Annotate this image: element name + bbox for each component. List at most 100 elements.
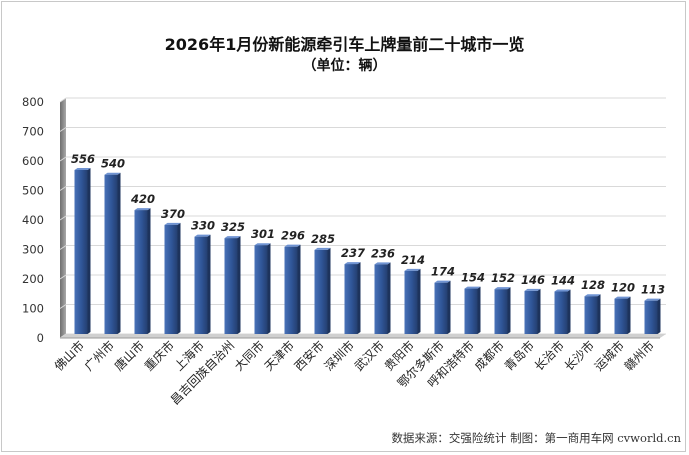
bar [194,234,211,334]
bar-front [344,264,358,334]
x-tick-label: 武汉市 [351,338,387,374]
bar [224,236,241,334]
bar-front [224,238,238,334]
bar-top [74,167,91,170]
bar-side [117,172,121,334]
bar-value-label: 146 [521,273,545,287]
bar-side [327,247,331,334]
bar-side [627,296,631,334]
y-tick-label: 700 [22,125,44,139]
gridline-depth [59,156,67,162]
bar-front [404,270,418,334]
bar-top [524,288,541,291]
bar [374,262,391,334]
bar-front [614,298,628,334]
bar-side [447,280,451,334]
bar-side [147,208,151,334]
gridline-depth [59,97,67,103]
bar [74,167,91,334]
bar-value-label: 236 [371,246,395,260]
bar-top [224,236,241,239]
bar-side [237,236,241,334]
bar-side [357,262,361,334]
y-tick-label: 600 [22,154,44,168]
gridline-depth [59,215,67,221]
axis-layer: 0 100 200 300 400 500 600 700 800 [22,95,44,345]
x-tick-label: 青岛市 [501,338,537,374]
bar [494,287,511,334]
bar-side [567,289,571,334]
bar-front [464,288,478,334]
bar [524,288,541,334]
bar [284,244,301,334]
bar-side [267,243,271,334]
bar-top [434,280,451,283]
bar-value-label: 370 [161,207,185,221]
bar-value-label: 285 [311,232,335,246]
bar-value-label: 113 [641,283,665,297]
bar-top [164,222,181,225]
x-tick-label: 佛山市 [51,338,87,374]
bar [254,243,271,334]
gridline-depth [59,304,67,309]
bar-value-label: 214 [401,253,425,267]
bar [134,208,151,334]
bar-front [524,290,538,334]
bar-side [417,268,421,334]
bar-front [494,289,508,334]
bar [404,268,421,334]
gridline-depth [59,186,67,191]
bar-side [477,286,481,334]
bar-front [164,224,178,334]
bar [464,286,481,334]
bar [314,247,331,334]
bar-front [284,246,298,334]
bar-top [194,234,211,237]
bar-front [554,291,568,334]
y-tick-label: 200 [22,272,44,286]
bar-top [344,262,361,265]
bar-front [644,300,658,334]
chart-subtitle: （单位：辆） [302,58,387,74]
bar [434,280,451,334]
bar-value-label: 237 [341,246,365,260]
y-tick-label: 0 [37,331,44,345]
bar-side [177,222,181,334]
x-tick-label: 西安市 [291,338,327,374]
bar-side [537,288,541,334]
gridline-depth [59,127,67,132]
bar-top [284,244,301,247]
x-tick-label: 长治市 [531,338,567,374]
gridline-depth [59,274,67,280]
chart-title: 2026年1月份新能源牵引车上牌量前二十城市一览 [164,35,525,54]
bar-top [374,262,391,265]
gridline-depth [59,245,67,250]
bar-side [207,234,211,334]
bar-top [584,294,601,297]
bar-top [404,268,421,271]
bar-front [314,249,328,334]
x-tick-label: 天津市 [261,338,297,374]
bar-value-label: 154 [461,271,485,285]
x-tick-label: 赣州市 [621,338,657,374]
bar-front [254,245,268,334]
bar [344,262,361,334]
bar-value-label: 325 [221,220,245,234]
y-tick-label: 100 [22,302,44,316]
x-tick-label: 广州市 [81,338,117,374]
bar [104,172,121,334]
bar-side [657,298,661,334]
x-tick-label: 运城市 [591,338,627,374]
bar [644,298,661,334]
bar-side [597,294,601,334]
bar-value-label: 152 [491,271,515,285]
bar-value-label: 120 [611,281,635,295]
bar-value-label: 330 [191,219,215,233]
y-tick-label: 400 [22,213,44,227]
bar-side [507,287,511,334]
bar-front [434,282,448,334]
x-tick-label: 长沙市 [561,338,597,374]
bar [584,294,601,334]
bar [164,222,181,334]
